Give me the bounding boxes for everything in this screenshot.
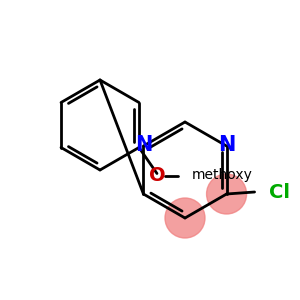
Text: N: N [135,135,152,155]
Text: methoxy: methoxy [192,169,253,182]
Circle shape [165,198,205,238]
Circle shape [207,174,247,214]
Text: N: N [218,135,235,155]
Text: Cl: Cl [268,182,290,202]
Text: O: O [149,166,165,185]
